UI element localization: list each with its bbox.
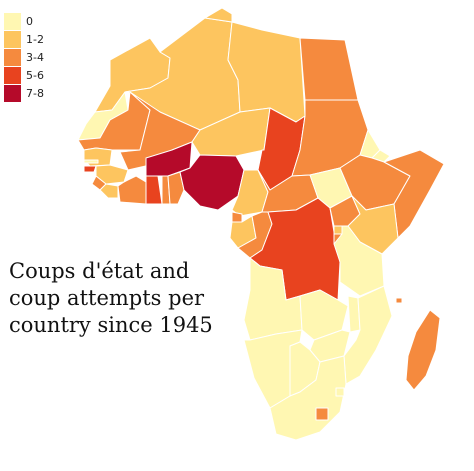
country-somalia <box>383 149 445 239</box>
caption-line: Coups d'état and <box>9 259 190 283</box>
country-nigeria <box>179 154 245 211</box>
country-mozambique <box>343 285 393 385</box>
country-rwanda <box>333 225 343 235</box>
legend-swatch <box>4 49 21 66</box>
legend-label: 0 <box>26 15 33 28</box>
legend-label: 3-4 <box>26 51 44 64</box>
country-tunisia <box>204 7 233 23</box>
country-lesotho <box>315 407 329 421</box>
country-ghana <box>145 175 163 205</box>
country-zambia <box>299 289 349 341</box>
country-niger <box>191 107 271 157</box>
country-egypt <box>299 37 359 101</box>
map-caption: Coups d'état and coup attempts per count… <box>9 258 239 339</box>
legend-label: 7-8 <box>26 87 44 100</box>
caption-line: country since 1945 <box>9 313 213 337</box>
country-liberia <box>99 183 119 199</box>
country-madagascar <box>405 309 441 391</box>
country-guinea-bissau <box>83 165 97 173</box>
country-benin <box>167 171 185 205</box>
legend-swatch <box>4 85 21 102</box>
legend-swatch <box>4 13 21 30</box>
legend-swatch <box>4 67 21 84</box>
caption-line: coup attempts per <box>9 286 205 310</box>
country-comoros <box>395 297 403 304</box>
country-equatorial-guinea <box>231 211 243 223</box>
country-libya <box>227 21 306 123</box>
country-gambia <box>83 159 99 164</box>
legend-label: 1-2 <box>26 33 44 46</box>
country-swaziland <box>335 387 345 397</box>
legend-swatch <box>4 31 21 48</box>
country-tanzania <box>333 225 385 297</box>
legend-label: 5-6 <box>26 69 44 82</box>
